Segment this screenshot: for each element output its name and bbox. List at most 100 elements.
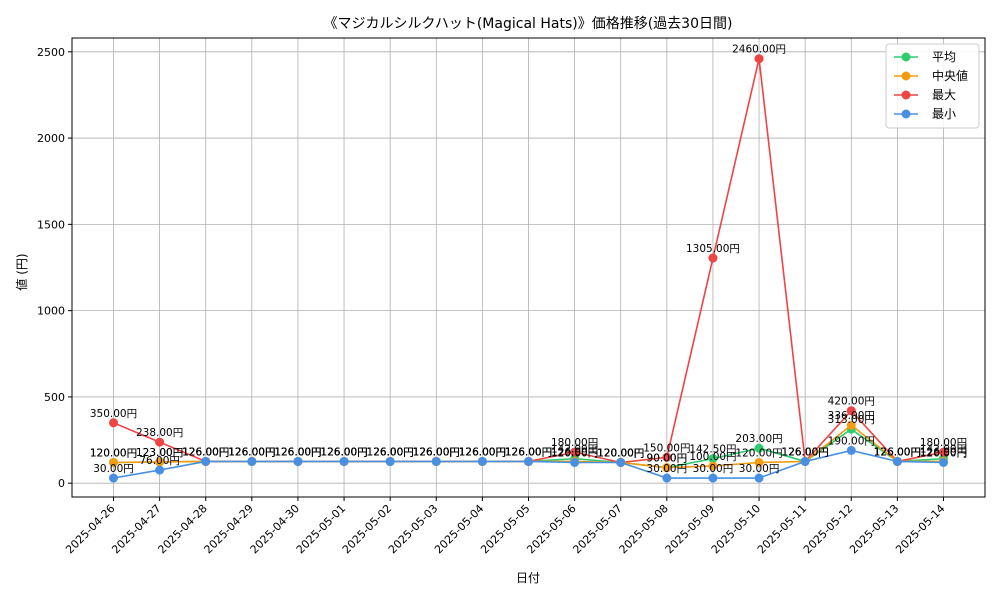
data-label: 126.00円 <box>274 446 321 458</box>
data-label: 123.00円 <box>136 447 183 459</box>
data-point <box>109 457 118 467</box>
data-point <box>201 456 211 466</box>
y-axis-ticks: 0 500 1000 1500 2000 2500 <box>37 46 72 490</box>
data-point <box>339 456 349 466</box>
legend-item: 平均 <box>894 50 956 64</box>
data-label: 203.00円 <box>735 433 782 445</box>
data-point <box>570 447 580 457</box>
data-label: 126.00円 <box>182 446 229 458</box>
data-point <box>754 457 764 467</box>
data-point <box>708 473 718 483</box>
data-label: 126.00円 <box>920 446 967 458</box>
legend-item: 最大 <box>894 88 956 102</box>
data-label: 126.00円 <box>874 446 921 458</box>
data-label: 126.00円 <box>505 446 552 458</box>
x-axis-label: 日付 <box>516 571 540 585</box>
data-label: 238.00円 <box>136 427 183 439</box>
data-label: 420.00円 <box>828 396 875 408</box>
data-label: 126.00円 <box>367 446 414 458</box>
data-label: 120.00円 <box>551 447 598 459</box>
data-label: 126.00円 <box>228 446 275 458</box>
data-label: 126.00円 <box>274 446 321 458</box>
data-point <box>109 418 118 428</box>
data-point <box>939 457 948 467</box>
data-label: 1305.00円 <box>686 243 740 255</box>
legend-marker <box>901 109 911 119</box>
data-label: 120.00円 <box>597 447 644 459</box>
data-label: 126.00円 <box>182 446 229 458</box>
legend-label: 最大 <box>932 88 956 102</box>
data-label: 120.00円 <box>90 447 137 459</box>
data-label: 142.00円 <box>551 444 598 456</box>
data-point <box>524 456 533 466</box>
data-label: 126.00円 <box>505 446 552 458</box>
data-labels: 120.00円123.00円126.00円126.00円126.00円126.0… <box>90 44 967 475</box>
data-label: 126.00円 <box>413 446 460 458</box>
data-label: 126.00円 <box>182 446 229 458</box>
data-point <box>155 437 165 447</box>
data-label: 350.00円 <box>90 408 137 420</box>
data-point <box>754 443 764 453</box>
data-point <box>662 473 672 483</box>
data-point <box>293 456 303 466</box>
data-label: 30.00円 <box>647 463 688 475</box>
data-point <box>570 457 580 467</box>
data-label: 126.00円 <box>505 446 552 458</box>
legend-box <box>885 43 980 129</box>
data-label: 126.00円 <box>459 446 506 458</box>
data-point <box>155 465 165 475</box>
data-label: 180.00円 <box>551 437 598 449</box>
data-label: 126.00円 <box>782 446 829 458</box>
y-tick-label: 2500 <box>37 46 65 59</box>
data-point <box>846 406 856 416</box>
legend-marker <box>901 71 911 81</box>
data-label: 120.00円 <box>597 447 644 459</box>
data-point <box>800 456 810 466</box>
data-label: 120.00円 <box>597 447 644 459</box>
data-label: 90.00円 <box>647 453 688 465</box>
data-label: 2460.00円 <box>732 44 786 56</box>
data-label: 120.00円 <box>90 447 137 459</box>
data-label: 126.00円 <box>228 446 275 458</box>
data-label: 120.00円 <box>920 447 967 459</box>
data-label: 126.00円 <box>320 446 367 458</box>
y-tick-label: 1500 <box>37 218 65 231</box>
data-label: 126.00円 <box>367 446 414 458</box>
data-label: 90.00円 <box>647 453 688 465</box>
data-point <box>754 54 764 64</box>
data-point <box>892 456 902 466</box>
data-label: 126.00円 <box>274 446 321 458</box>
data-label: 126.00円 <box>367 446 414 458</box>
data-label: 180.00円 <box>920 437 967 449</box>
data-label: 126.00円 <box>228 446 275 458</box>
y-axis-label: 値 (円) <box>14 253 29 290</box>
series-layer <box>109 54 948 483</box>
data-point <box>247 456 257 466</box>
data-label: 336.00円 <box>828 410 875 422</box>
data-label: 126.00円 <box>551 446 598 458</box>
grid-lines <box>72 38 985 497</box>
data-label: 100.00円 <box>689 451 736 463</box>
data-label: 120.00円 <box>597 447 644 459</box>
data-point <box>477 456 487 466</box>
y-tick-label: 500 <box>44 391 65 404</box>
data-label: 126.00円 <box>874 446 921 458</box>
data-label: 76.00円 <box>139 455 180 467</box>
data-label: 126.00円 <box>320 446 367 458</box>
x-tick-label: 2025-05-14 <box>893 502 947 556</box>
legend-item: 中央値 <box>894 68 968 83</box>
data-label: 126.00円 <box>320 446 367 458</box>
data-point <box>616 457 626 467</box>
data-label: 126.00円 <box>228 446 275 458</box>
legend-marker <box>901 90 911 100</box>
data-label: 126.00円 <box>459 446 506 458</box>
data-label: 126.00円 <box>874 446 921 458</box>
legend-marker <box>901 52 911 62</box>
data-label: 313.00円 <box>828 414 875 426</box>
data-label: 126.00円 <box>459 446 506 458</box>
data-label: 126.00円 <box>182 446 229 458</box>
data-point <box>846 445 856 455</box>
data-label: 126.00円 <box>413 446 460 458</box>
data-label: 150.00円 <box>643 442 690 454</box>
